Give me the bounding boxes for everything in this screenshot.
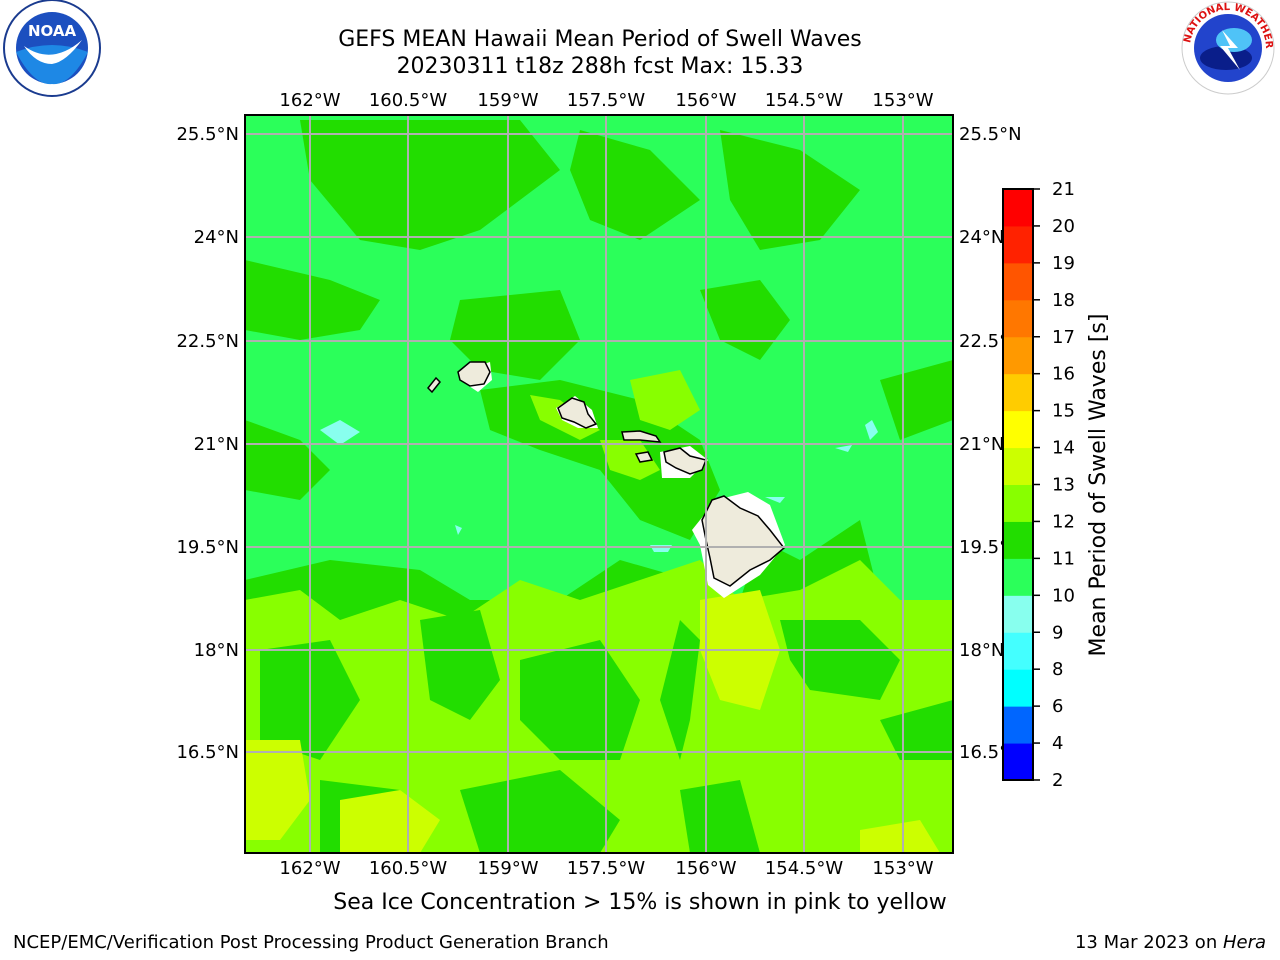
lon-label-top: 162°W: [279, 90, 340, 111]
colorbar-tick-label: 13: [1052, 475, 1075, 496]
colorbar-bin: [1003, 447, 1033, 485]
lon-label-top: 159°W: [477, 90, 538, 111]
lat-label-left: 24°N: [194, 227, 239, 248]
colorbar-tick-label: 12: [1052, 511, 1075, 532]
colorbar-bin: [1003, 262, 1033, 301]
colorbar-ticks: 2 4 6 8 9 10 11 12 13 14 15 16 17 18 19 20 21: [1033, 179, 1075, 791]
noaa-logo-text: NOAA: [28, 22, 77, 40]
colorbar-tick-label: 16: [1052, 364, 1075, 385]
colorbar-bin: [1003, 484, 1033, 522]
nws-logo: NATIONAL WEATHER SERVICE: [1176, 0, 1275, 95]
lat-label-right: 25.5°N: [959, 124, 1022, 145]
lon-label-bottom: 154.5°W: [765, 858, 844, 879]
colorbar-bin: [1003, 410, 1033, 449]
colorbar-tick-label: 9: [1052, 622, 1063, 643]
lat-label-left: 18°N: [194, 640, 239, 661]
colorbar-tick-label: 10: [1052, 585, 1075, 606]
colorbar-bin: [1003, 706, 1033, 744]
island-molokai: [621, 430, 662, 443]
footer-host: Hera: [1222, 932, 1266, 953]
colorbar-bin: [1003, 225, 1033, 264]
colorbar-tick-label: 8: [1052, 659, 1063, 680]
map-frame: [244, 114, 954, 854]
lon-label-bottom: 153°W: [872, 858, 933, 879]
colorbar-tick-label: 4: [1052, 733, 1063, 754]
sea-ice-note: Sea Ice Concentration > 15% is shown in …: [333, 890, 947, 915]
colorbar: [1003, 189, 1033, 781]
lon-label-top: 160.5°W: [369, 90, 448, 111]
colorbar-tick-label: 14: [1052, 438, 1075, 459]
lon-labels-top: 162°W 160.5°W 159°W 157.5°W 156°W 154.5°W 153°…: [279, 90, 933, 111]
colorbar-tick-label: 6: [1052, 696, 1063, 717]
lat-label-left: 21°N: [194, 434, 239, 455]
island-lanai: [634, 451, 654, 463]
colorbar-tick-label: 17: [1052, 327, 1075, 348]
lon-label-bottom: 160.5°W: [369, 858, 448, 879]
lon-label-top: 157.5°W: [567, 90, 646, 111]
island-oahu: [557, 397, 598, 429]
colorbar-bin: [1003, 336, 1033, 375]
island-kauai: [457, 361, 491, 387]
colorbar-bin: [1003, 299, 1033, 338]
chart-subtitle: 20230311 t18z 288h fcst Max: 15.33: [396, 54, 804, 79]
colorbar-bin: [1003, 632, 1033, 670]
colorbar-tick-label: 2: [1052, 770, 1063, 791]
chart-title: GEFS MEAN Hawaii Mean Period of Swell Wa…: [338, 27, 862, 52]
lon-label-top: 154.5°W: [765, 90, 844, 111]
lon-label-bottom: 157.5°W: [567, 858, 646, 879]
colorbar-bin: [1003, 373, 1033, 412]
colorbar-bin: [1003, 743, 1033, 781]
island-maui: [663, 447, 708, 475]
lat-label-right: 21°N: [959, 434, 1004, 455]
colorbar-label: Mean Period of Swell Waves [s]: [1086, 314, 1111, 657]
colorbar-bin: [1003, 595, 1033, 633]
lat-label-left: 16.5°N: [176, 742, 239, 763]
footer-timestamp: 13 Mar 2023 on Hera: [1075, 932, 1266, 953]
lat-label-right: 24°N: [959, 227, 1004, 248]
colorbar-tick-label: 21: [1052, 179, 1075, 200]
swell-period-field: [245, 115, 953, 853]
colorbar-tick-label: 19: [1052, 253, 1075, 274]
lon-label-bottom: 159°W: [477, 858, 538, 879]
island-niihau: [426, 376, 442, 394]
lat-label-right: 18°N: [959, 640, 1004, 661]
lon-label-bottom: 156°W: [675, 858, 736, 879]
lon-label-bottom: 162°W: [279, 858, 340, 879]
graticule: [245, 115, 953, 853]
lon-label-top: 156°W: [675, 90, 736, 111]
colorbar-tick-label: 20: [1052, 216, 1075, 237]
colorbar-bin: [1003, 189, 1033, 227]
lat-label-left: 19.5°N: [176, 537, 239, 558]
colorbar-bin: [1003, 558, 1033, 596]
lat-labels-left: 25.5°N 24°N 22.5°N 21°N 19.5°N 18°N 16.5°N: [176, 124, 239, 763]
colorbar-bin: [1003, 521, 1033, 559]
islands: [426, 361, 786, 587]
colorbar-tick-label: 11: [1052, 548, 1075, 569]
lat-label-left: 25.5°N: [176, 124, 239, 145]
lat-label-left: 22.5°N: [176, 331, 239, 352]
colorbar-tick-label: 15: [1052, 401, 1075, 422]
noaa-logo: NOAA: [3, 0, 101, 97]
lon-labels-bottom: 162°W 160.5°W 159°W 157.5°W 156°W 154.5°W 153°…: [279, 858, 933, 879]
colorbar-bin: [1003, 669, 1033, 707]
colorbar-tick-label: 18: [1052, 290, 1075, 311]
lon-label-top: 153°W: [872, 90, 933, 111]
footer-date: 13 Mar 2023 on: [1074, 932, 1223, 953]
footer-credit: NCEP/EMC/Verification Post Processing Pr…: [13, 932, 609, 953]
